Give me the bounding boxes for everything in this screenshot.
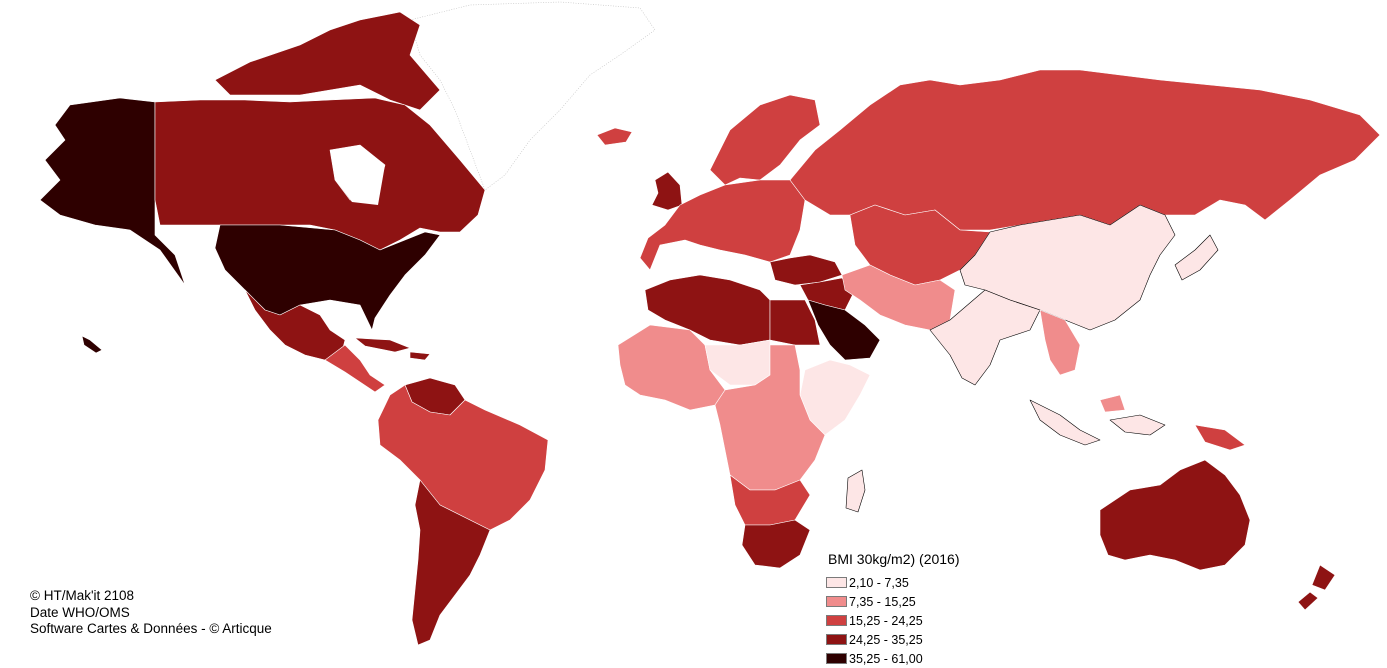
legend-title: BMI 30kg/m2) (2016) bbox=[828, 551, 960, 567]
region-south-america bbox=[377, 384, 549, 531]
legend-item: 7,35 - 15,25 bbox=[826, 592, 1026, 611]
region-new-zealand bbox=[1297, 564, 1336, 611]
legend-swatch bbox=[826, 615, 847, 626]
legend-label: 7,35 - 15,25 bbox=[849, 594, 916, 609]
region-saudi-arabia bbox=[807, 299, 881, 361]
region-south-africa bbox=[741, 519, 811, 569]
legend-swatch bbox=[826, 634, 847, 645]
legend-swatch bbox=[826, 596, 847, 607]
credit-copyright: © HT/Mak'it 2108 bbox=[30, 588, 135, 603]
region-iceland bbox=[596, 127, 633, 146]
legend-item: 15,25 - 24,25 bbox=[826, 611, 1026, 630]
hudson-bay bbox=[330, 145, 385, 205]
region-papua-new-guinea bbox=[1194, 424, 1246, 451]
region-united-kingdom bbox=[651, 171, 683, 211]
region-canada bbox=[154, 97, 486, 251]
map-credits: © HT/Mak'it 2108 Date WHO/OMS Software C… bbox=[30, 588, 272, 638]
region-japan bbox=[1174, 234, 1219, 281]
region-south-asia bbox=[929, 289, 1041, 386]
region-southern-africa bbox=[729, 474, 811, 526]
legend-item: 2,10 - 7,35 bbox=[826, 573, 1026, 592]
legend-label: 2,10 - 7,35 bbox=[849, 575, 909, 590]
region-caribbean bbox=[354, 337, 431, 361]
credit-data-source: Date WHO/OMS bbox=[30, 604, 130, 620]
region-canadian-arctic bbox=[214, 11, 441, 111]
region-southeast-asia bbox=[1039, 309, 1126, 413]
credit-software: Software Cartes & Données - © Articque bbox=[30, 621, 272, 636]
legend-label: 35,25 - 61,00 bbox=[849, 651, 923, 666]
legend-label: 15,25 - 24,25 bbox=[849, 613, 923, 628]
region-southern-cone bbox=[411, 479, 491, 646]
region-central-africa bbox=[714, 344, 826, 491]
map-legend: BMI 30kg/m2) (2016) 2,10 - 7,35 7,35 - 1… bbox=[826, 551, 1026, 668]
region-scandinavia bbox=[709, 94, 821, 186]
legend-swatch bbox=[826, 577, 847, 588]
region-hawaii bbox=[81, 335, 103, 354]
legend-item: 24,25 - 35,25 bbox=[826, 630, 1026, 649]
legend-label: 24,25 - 35,25 bbox=[849, 632, 923, 647]
legend-swatch bbox=[826, 653, 847, 664]
greenland-region bbox=[409, 1, 656, 191]
region-madagascar bbox=[845, 469, 866, 513]
region-central-america bbox=[324, 344, 386, 393]
legend-item: 35,25 - 61,00 bbox=[826, 649, 1026, 668]
region-indonesia bbox=[1029, 399, 1166, 446]
region-western-europe bbox=[639, 179, 806, 271]
region-united-states bbox=[214, 224, 441, 331]
region-australia bbox=[1099, 459, 1251, 571]
